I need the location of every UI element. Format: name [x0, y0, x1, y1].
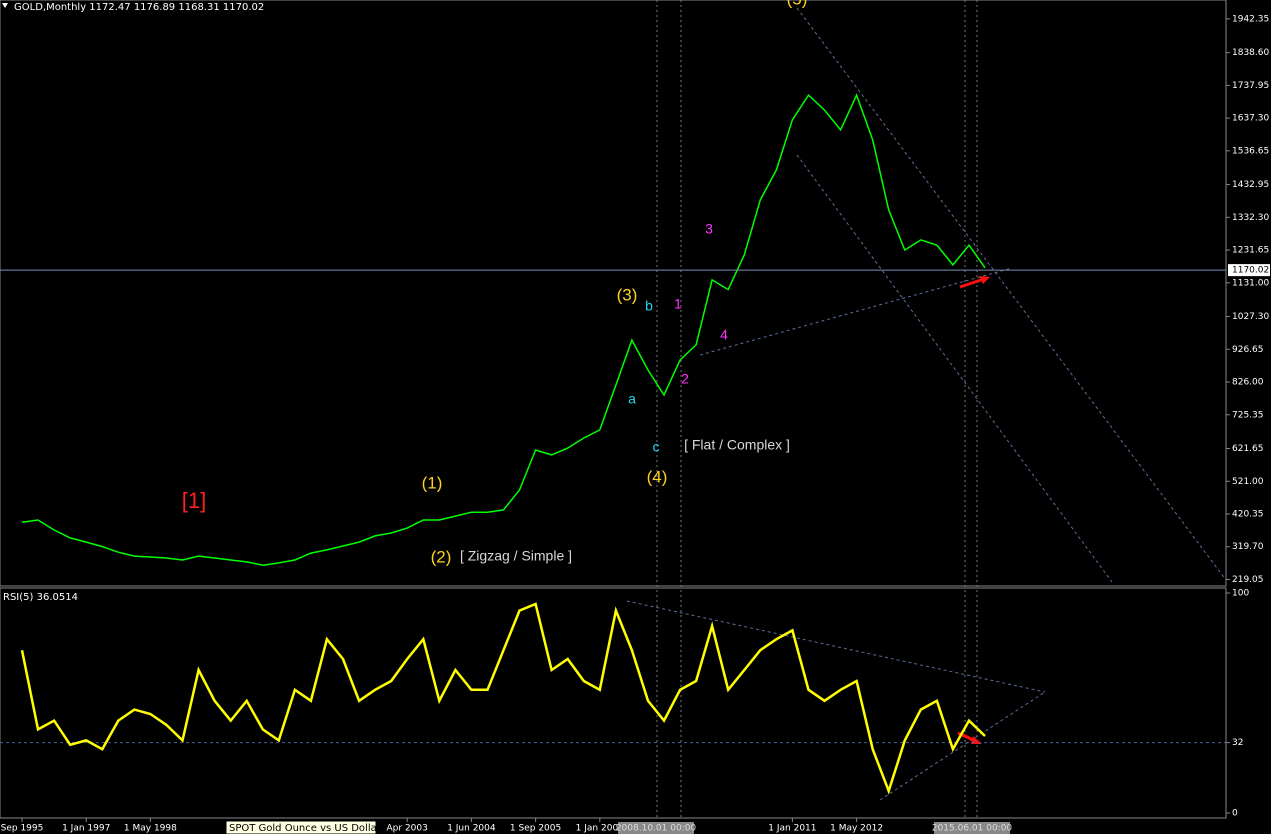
x-tick-label: 1 Jan 2011 [768, 824, 816, 834]
y-tick-label: 725.35 [1232, 410, 1264, 420]
y-tick-label: 1131.00 [1232, 278, 1269, 288]
y-tick-label: 1432.95 [1232, 180, 1269, 190]
last-price-label: 1170.02 [1232, 266, 1269, 276]
x-tick-label: 1 Sep 2005 [510, 824, 561, 834]
crosshair-box [618, 822, 694, 834]
wave-label: 1 [674, 296, 682, 312]
y-tick-label: 420.35 [1232, 509, 1264, 519]
tooltip: SPOT Gold Ounce vs US Dollar [229, 823, 382, 834]
wave-label: 3 [705, 221, 713, 237]
y-tick-label: 1536.65 [1232, 146, 1269, 156]
y-tick-label: 1737.95 [1232, 81, 1269, 91]
y-tick-label: 1838.60 [1232, 48, 1269, 58]
x-tick-label: Sep 1995 [1, 824, 44, 834]
y-tick-label: 926.65 [1232, 345, 1264, 355]
price-title: GOLD,Monthly 1172.47 1176.89 1168.31 117… [14, 2, 264, 13]
y-tick-label: 0 [1232, 809, 1238, 819]
wave-label: (3) [617, 285, 638, 304]
y-tick-label: 100 [1232, 589, 1249, 599]
rsi-title: RSI(5) 36.0514 [3, 592, 78, 603]
title-arrow [2, 3, 8, 8]
y-tick-label: 319.70 [1232, 542, 1264, 552]
y-tick-label: 1027.30 [1232, 312, 1269, 322]
wave-label: [1] [182, 488, 206, 513]
y-tick-label: 621.65 [1232, 444, 1264, 454]
y-tick-label: 219.05 [1232, 575, 1264, 585]
y-tick-label: 1637.30 [1232, 114, 1269, 124]
wave-label: 4 [720, 327, 728, 343]
crosshair-label: 2015.06.01 00:00 [932, 824, 1013, 834]
tooltip-box [225, 820, 377, 834]
arrows [957, 277, 985, 744]
wave-label: c [653, 439, 660, 455]
arrow-heads [971, 276, 990, 744]
crosshair-label: 2008.10.01 00:00 [616, 824, 697, 834]
price-panel [0, 0, 1227, 587]
y-tick-label: 32 [1232, 738, 1243, 748]
trend-lines [626, 7, 1227, 801]
y-tick-label: 826.00 [1232, 378, 1264, 388]
wave-label: a [628, 391, 636, 407]
rsi-panel [0, 587, 1227, 819]
wave-label: 2 [681, 371, 689, 387]
last-price-box [1228, 264, 1270, 277]
x-tick-label: 1 Jan 2007 [576, 824, 624, 834]
wave-label: (2) [431, 547, 452, 566]
y-tick-label: 1231.65 [1232, 246, 1269, 256]
wave-label: [ Flat / Complex ] [684, 437, 790, 453]
x-tick-label: 1 May 1998 [124, 824, 177, 834]
crosshair-lines [656, 0, 978, 818]
wave-label: [ Zigzag / Simple ] [460, 548, 572, 564]
y-tick-label: 521.00 [1232, 477, 1264, 487]
x-tick-label: 1 Jan 1997 [62, 824, 110, 834]
wave-label: (5) [787, 0, 808, 8]
x-tick-label: Apr 2003 [387, 824, 428, 834]
series-line [20, 602, 986, 795]
wave-label: (1) [422, 473, 443, 492]
wave-label: b [645, 298, 653, 314]
crosshair-box [934, 822, 1010, 834]
wave-label: (4) [647, 467, 668, 486]
x-tick-label: 1 May 2012 [830, 824, 883, 834]
y-tick-label: 1942.35 [1232, 14, 1269, 24]
series-line [21, 93, 986, 566]
x-tick-label: 1 Jun 2004 [447, 824, 496, 834]
y-tick-label: 1332.30 [1232, 213, 1269, 223]
